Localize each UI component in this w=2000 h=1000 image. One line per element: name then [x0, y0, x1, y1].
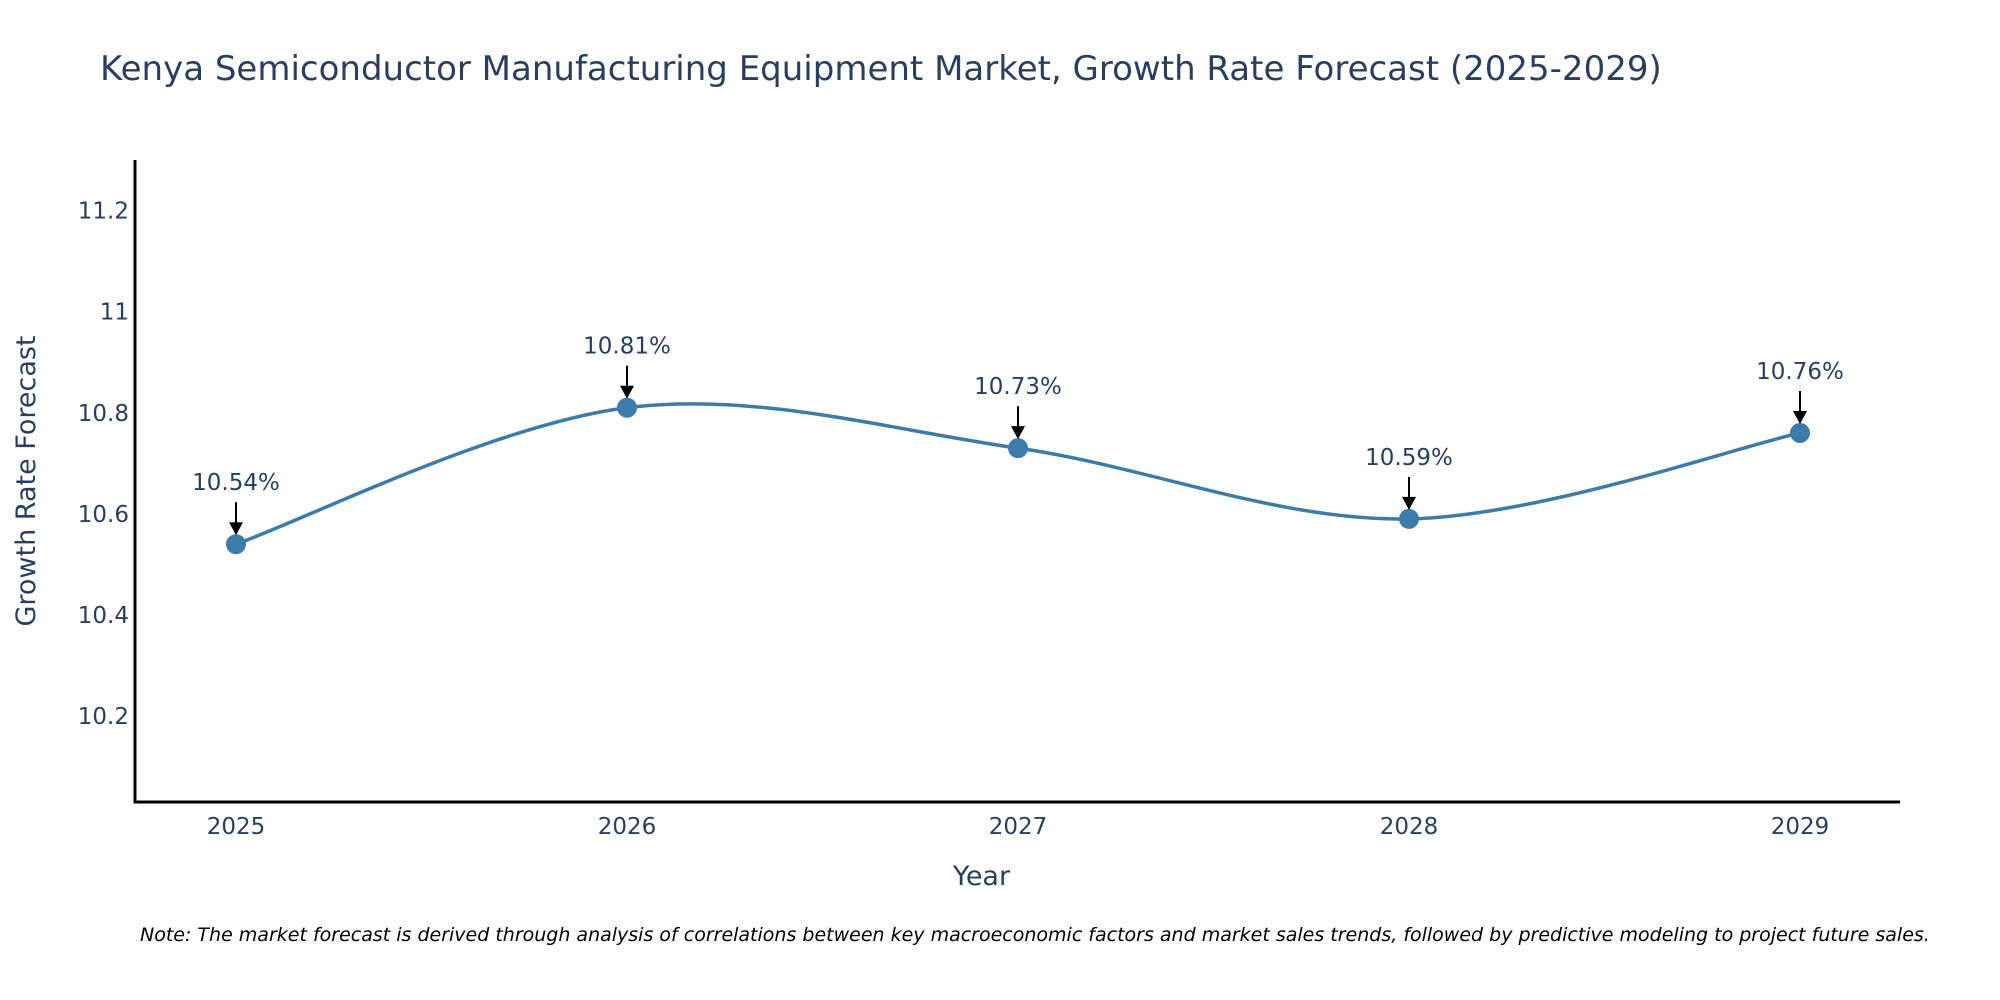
y-tick-label: 11.2 [78, 199, 129, 225]
chart-title: Kenya Semiconductor Manufacturing Equipm… [100, 49, 1662, 89]
annotation-arrow-head [229, 522, 243, 536]
y-axis-title: Growth Rate Forecast [11, 335, 42, 626]
x-tick-label: 2029 [1771, 814, 1830, 840]
x-tick-label: 2025 [207, 814, 266, 840]
y-tick-label: 10.4 [78, 603, 129, 629]
x-axis-title: Year [952, 861, 1011, 892]
y-tick-label: 10.8 [78, 401, 129, 427]
annotation-arrow-head [1402, 496, 1416, 510]
data-label: 10.59% [1365, 445, 1453, 471]
footnote: Note: The market forecast is derived thr… [140, 924, 1930, 946]
series-markers [226, 397, 1810, 555]
data-point-marker [617, 397, 637, 418]
data-point-marker [1790, 422, 1810, 443]
data-point-marker [1008, 438, 1028, 459]
data-label-annotations: 10.54% 10.81% 10.73% 10.59% 10.76% [192, 334, 1844, 536]
data-label: 10.81% [583, 334, 671, 360]
data-label: 10.73% [974, 374, 1062, 400]
data-label: 10.54% [192, 470, 280, 496]
y-tick-label: 10.6 [78, 502, 129, 528]
y-axis-ticks: 10.2 10.4 10.6 10.8 11 11.2 [78, 199, 129, 731]
data-point-marker [1399, 508, 1419, 529]
y-tick-label: 10.2 [78, 704, 129, 730]
x-tick-label: 2026 [598, 814, 657, 840]
x-tick-label: 2028 [1380, 814, 1439, 840]
x-tick-label: 2027 [989, 814, 1048, 840]
annotation-arrow-head [620, 385, 634, 399]
annotation-arrow-head [1793, 410, 1807, 424]
data-point-marker [226, 534, 246, 555]
data-label: 10.76% [1756, 359, 1844, 385]
annotation-arrow-head [1011, 426, 1025, 440]
y-tick-label: 11 [100, 300, 129, 326]
x-axis-ticks: 2025 2026 2027 2028 2029 [207, 814, 1830, 840]
